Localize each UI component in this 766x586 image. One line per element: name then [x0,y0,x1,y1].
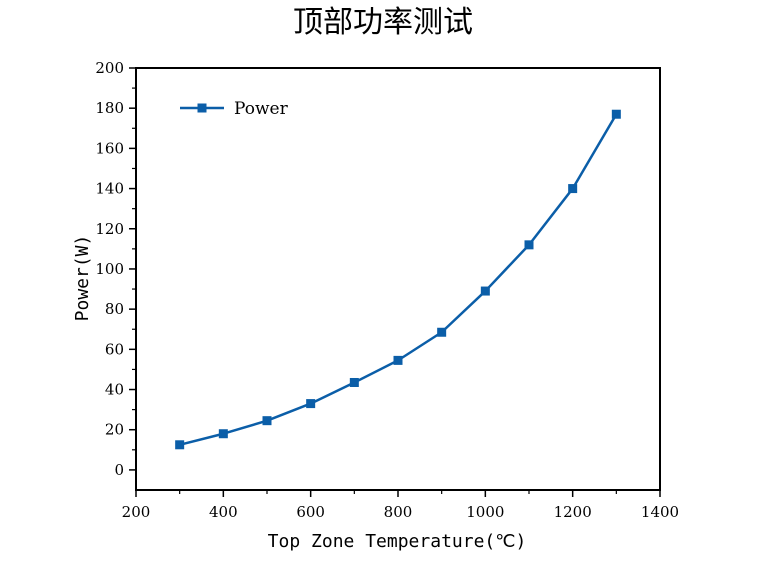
data-point [393,355,403,365]
data-point [262,416,272,426]
data-point [568,184,578,194]
y-tick-label: 200 [95,59,124,77]
y-tick-label: 120 [95,220,124,238]
x-tick-label: 1400 [641,503,679,521]
y-tick-label: 20 [105,421,124,439]
x-tick-label: 400 [209,503,238,521]
x-tick-label: 1000 [466,503,504,521]
legend-marker [197,103,207,113]
y-axis-label: Power(W) [72,235,93,322]
y-tick-label: 60 [105,340,124,358]
y-tick-label: 40 [105,381,124,399]
data-point [480,286,490,296]
y-tick-label: 140 [95,180,124,198]
x-tick-label: 1200 [554,503,592,521]
data-point [349,377,359,387]
legend-label: Power [234,99,289,119]
chart-title: 顶部功率测试 [293,5,473,40]
data-point [437,327,447,337]
data-point [218,429,228,439]
plot-frame [135,67,661,491]
y-tick-label: 100 [95,260,124,278]
x-tick-label: 600 [296,503,325,521]
series-line-power [179,113,618,446]
data-point [306,399,316,409]
plot-area: 200 400 600 800 1000 1200 1400 0 20 40 60 80 100 120 1… [95,59,679,521]
data-point [524,240,534,250]
y-tick-label: 180 [95,99,124,117]
y-tick-label: 80 [105,300,124,318]
data-point [611,109,621,119]
x-tick-label: 200 [122,503,151,521]
x-axis-label: Top Zone Temperature(℃) [268,531,527,552]
y-tick-label: 0 [114,461,124,479]
data-point [175,440,185,450]
y-tick-label: 160 [95,139,124,157]
x-tick-label: 800 [384,503,413,521]
